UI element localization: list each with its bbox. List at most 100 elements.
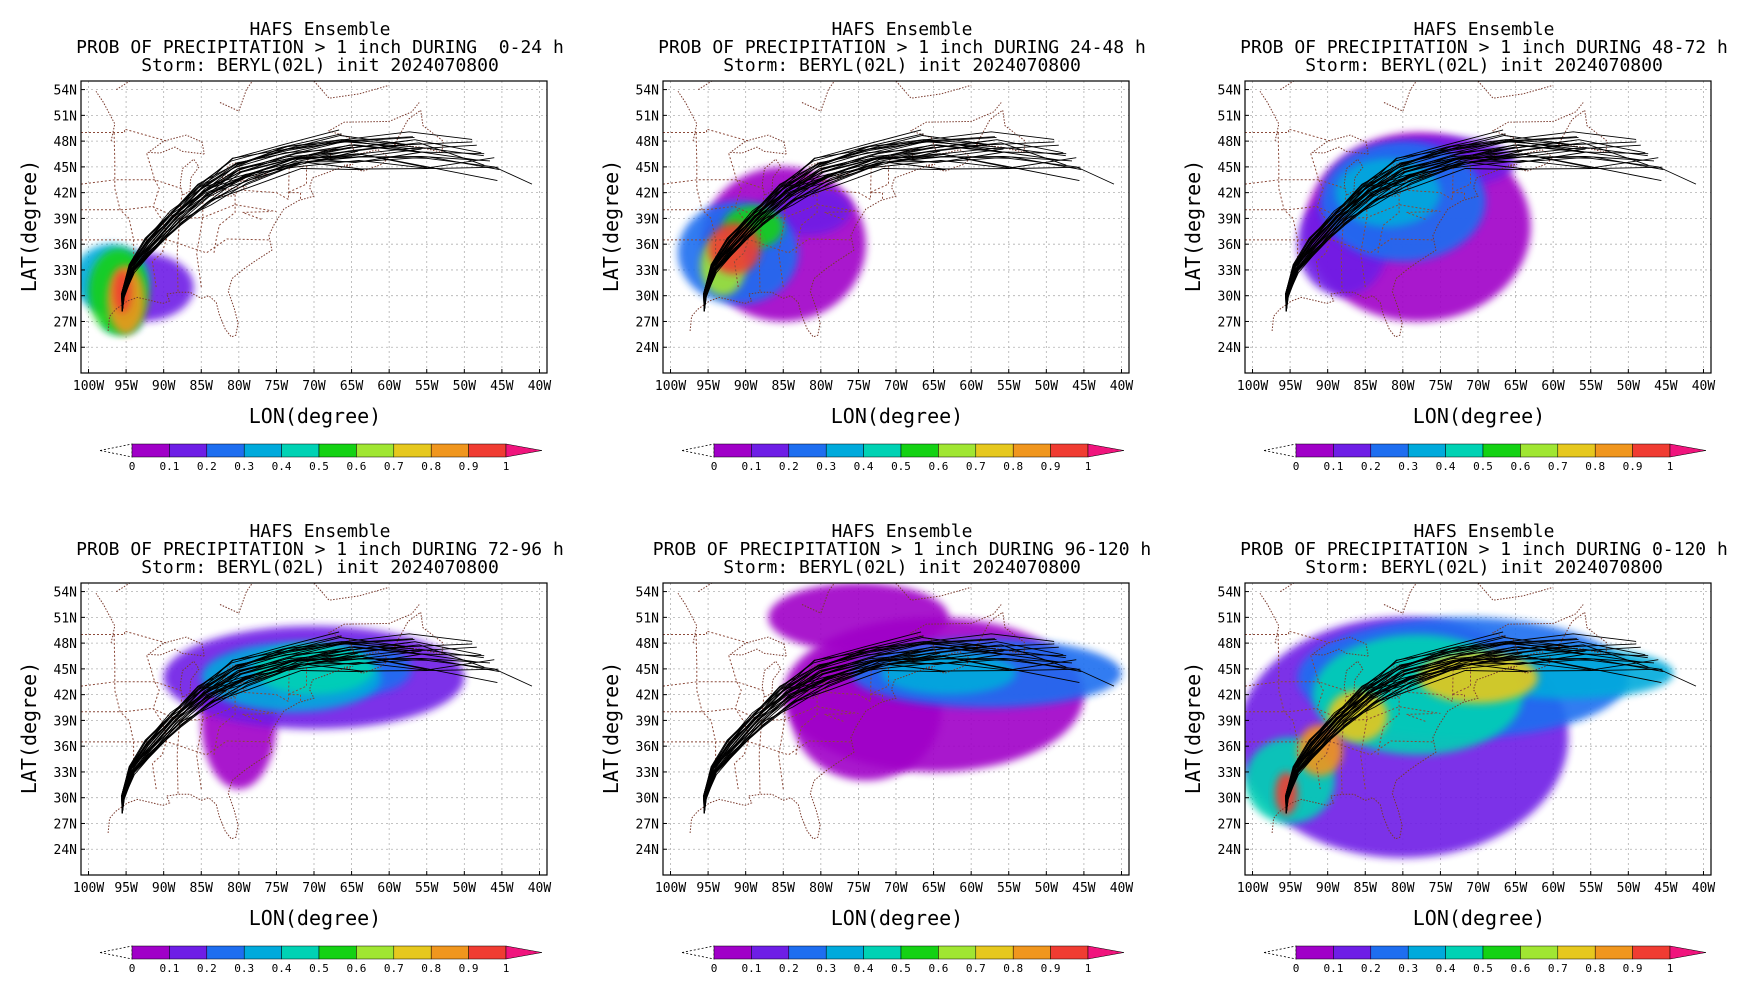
y-tick-label: 27N xyxy=(54,315,77,330)
colorbar-swatch xyxy=(430,945,469,960)
x-axis-label: LON(degree) xyxy=(1413,906,1545,930)
colorbar-swatch xyxy=(206,945,245,960)
panel-storm: Storm: BERYL(02L) init 2024070800 xyxy=(1305,55,1663,76)
colorbar-swatch xyxy=(1632,443,1671,458)
x-tick-label: 55W xyxy=(997,881,1021,896)
x-tick-label: 40W xyxy=(528,881,552,896)
x-tick-label: 40W xyxy=(1692,379,1716,394)
x-tick-label: 85W xyxy=(190,881,214,896)
colorbar-label: 0.1 xyxy=(159,962,179,975)
colorbar-swatch xyxy=(975,443,1014,458)
colorbar-swatch xyxy=(1370,443,1409,458)
colorbar-label: 0.2 xyxy=(779,460,799,473)
colorbar-label: 1 xyxy=(1085,962,1092,975)
colorbar-swatch xyxy=(863,945,902,960)
x-tick-label: 80W xyxy=(227,881,251,896)
panel-2: HAFS Ensemble PROB OF PRECIPITATION > 1 … xyxy=(599,19,1146,473)
track-line xyxy=(121,139,479,312)
track-line xyxy=(703,644,1067,814)
colorbar-swatch xyxy=(825,443,864,458)
x-tick-label: 40W xyxy=(1110,379,1134,394)
track-line xyxy=(703,658,1115,814)
track-line xyxy=(121,670,364,814)
x-tick-label: 100W xyxy=(655,379,686,394)
x-tick-label: 40W xyxy=(528,379,552,394)
x-tick-label: 55W xyxy=(997,379,1021,394)
ensemble-tracks xyxy=(120,631,533,814)
x-tick-label: 50W xyxy=(1035,379,1059,394)
x-tick-label: 100W xyxy=(1237,379,1268,394)
x-tick-label: 60W xyxy=(377,881,401,896)
panel-title: HAFS Ensemble xyxy=(832,521,973,542)
colorbar-label: 0.9 xyxy=(459,460,479,473)
y-tick-label: 36N xyxy=(636,740,659,755)
colorbar-label: 0.9 xyxy=(1041,962,1061,975)
state-border xyxy=(1377,694,1400,755)
coastline xyxy=(219,81,253,112)
colorbar-swatch xyxy=(393,945,432,960)
state-border xyxy=(81,179,182,189)
track-line xyxy=(121,646,485,814)
colorbar: 0 0.1 0.2 0.3 0.4 0.5 0.6 0.7 0.8 0.9 1 xyxy=(681,443,1125,473)
colorbar-label: 0.8 xyxy=(1003,460,1023,473)
ensemble-tracks xyxy=(1284,129,1697,312)
y-tick-label: 48N xyxy=(636,637,659,652)
state-border xyxy=(1377,192,1400,253)
track-line xyxy=(1285,641,1643,814)
y-axis-label: LAT(degree) xyxy=(17,662,41,794)
x-tick-label: 90W xyxy=(734,881,758,896)
y-tick-label: 42N xyxy=(636,689,659,704)
x-tick-label: 95W xyxy=(696,379,720,394)
y-tick-label: 30N xyxy=(54,290,77,305)
state-border xyxy=(242,713,272,722)
y-tick-label: 36N xyxy=(1218,238,1241,253)
colorbar: 0 0.1 0.2 0.3 0.4 0.5 0.6 0.7 0.8 0.9 1 xyxy=(1263,945,1707,975)
track-line xyxy=(1285,144,1649,312)
panel-storm: Storm: BERYL(02L) init 2024070800 xyxy=(1305,557,1663,578)
x-tick-label: 65W xyxy=(1504,881,1528,896)
panel-subtitle: PROB OF PRECIPITATION > 1 inch DURING 48… xyxy=(1240,37,1728,58)
colorbar-swatch xyxy=(468,945,507,960)
y-tick-label: 33N xyxy=(54,264,77,279)
panel-storm: Storm: BERYL(02L) init 2024070800 xyxy=(141,557,499,578)
x-tick-label: 55W xyxy=(1579,881,1603,896)
coastline xyxy=(761,158,782,196)
coastline xyxy=(729,636,787,657)
x-tick-label: 50W xyxy=(453,881,477,896)
y-tick-label: 42N xyxy=(636,187,659,202)
panel-1: HAFS Ensemble PROB OF PRECIPITATION > 1 … xyxy=(17,19,564,473)
colorbar-under-arrow xyxy=(1263,945,1297,960)
colorbar-swatch xyxy=(468,443,507,458)
state-border xyxy=(1245,128,1331,142)
colorbar-swatch xyxy=(393,443,432,458)
colorbar-label: 0 xyxy=(1293,962,1300,975)
x-tick-label: 45W xyxy=(1072,881,1096,896)
colorbar-label: 0.7 xyxy=(966,460,986,473)
track-line xyxy=(121,156,533,312)
coastline xyxy=(975,611,1026,655)
colorbar-swatch xyxy=(1295,443,1334,458)
x-tick-label: 100W xyxy=(1237,881,1268,896)
x-tick-label: 100W xyxy=(73,881,104,896)
x-tick-label: 95W xyxy=(696,881,720,896)
colorbar-label: 0.5 xyxy=(891,460,911,473)
colorbar-label: 0.4 xyxy=(1436,460,1456,473)
y-tick-label: 48N xyxy=(54,135,77,150)
x-tick-label: 70W xyxy=(302,379,326,394)
gridlines xyxy=(81,81,547,373)
colorbar-swatch xyxy=(1557,945,1596,960)
y-tick-label: 24N xyxy=(54,341,77,356)
colorbar-label: 0.4 xyxy=(272,460,292,473)
colorbar-swatch xyxy=(788,945,827,960)
x-tick-label: 60W xyxy=(1541,379,1565,394)
colorbar-label: 0.3 xyxy=(816,962,836,975)
panel-6: HAFS Ensemble PROB OF PRECIPITATION > 1 … xyxy=(1181,521,1728,975)
state-border xyxy=(1245,179,1346,189)
y-tick-label: 45N xyxy=(636,663,659,678)
state-border xyxy=(869,164,889,199)
coastline xyxy=(147,134,205,155)
x-tick-label: 85W xyxy=(1354,881,1378,896)
y-tick-label: 48N xyxy=(54,637,77,652)
track-line xyxy=(1285,168,1528,312)
colorbar-swatch xyxy=(1050,945,1089,960)
